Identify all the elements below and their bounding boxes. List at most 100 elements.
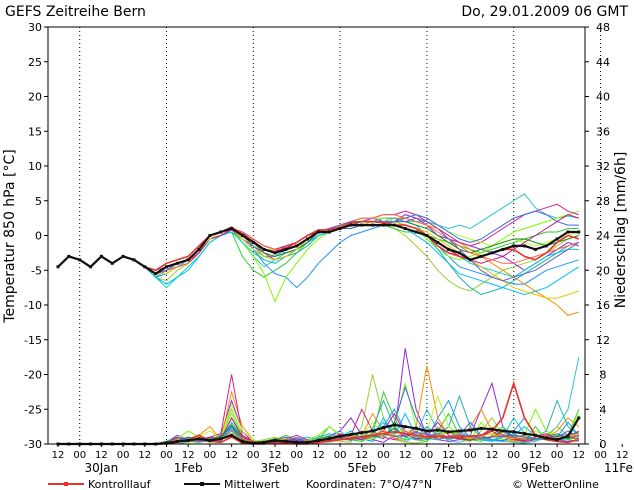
precip-mean-point	[175, 439, 179, 443]
temp-mean-point	[175, 261, 179, 265]
temp-member-line	[57, 214, 579, 275]
y2-tick-label: 16	[596, 299, 610, 312]
y-tick-label: 0	[35, 230, 42, 243]
x-date-label: 7Feb	[434, 461, 463, 475]
x-hour-label: 12	[486, 450, 499, 461]
x-date-label: 3Feb	[261, 461, 290, 475]
temp-mean-point	[208, 234, 212, 237]
x-hour-label: 12	[95, 450, 108, 461]
x-hour-label: 12	[616, 450, 629, 461]
legend: Kontrolllauf Mittelwert Koordinaten: 7°O…	[48, 478, 599, 490]
temp-mean-point	[273, 251, 277, 255]
y2-tick-label: 28	[596, 195, 610, 208]
y-axis-label-left: Temperatur 850 hPa [°C]	[2, 149, 18, 323]
y-tick-label: -25	[24, 403, 42, 416]
x-hour-label: 00	[421, 450, 434, 461]
x-hour-label: 12	[442, 450, 455, 461]
temp-mean-point	[327, 230, 331, 234]
temp-mean-point	[566, 230, 570, 234]
temp-mean-point	[110, 261, 114, 265]
precip-mean-point	[425, 429, 429, 433]
x-hour-label: 12	[355, 450, 368, 461]
temp-mean-point	[338, 227, 342, 231]
precip-mean-point	[512, 430, 516, 434]
x-hour-label: 00	[117, 450, 130, 461]
x-hour-label: 12	[138, 450, 151, 461]
temp-mean-point	[306, 237, 310, 241]
precip-mean-point	[479, 426, 483, 430]
precip-mean-point	[338, 434, 342, 438]
precip-mean-point	[349, 432, 353, 436]
precip-mean-point	[523, 432, 527, 436]
y2-tick-label: 4	[600, 403, 607, 416]
x-date-label: 9Feb	[521, 461, 550, 475]
temp-member-line	[57, 214, 579, 275]
precip-mean-point	[403, 425, 407, 429]
y2-tick-label: 48	[596, 21, 610, 34]
precip-mean-point	[186, 439, 190, 443]
x-hour-label: 12	[312, 450, 325, 461]
temp-mean-point	[371, 223, 375, 227]
temp-mean-point	[436, 240, 440, 244]
temp-mean-point	[544, 244, 548, 248]
precip-mean-point	[284, 439, 288, 443]
temp-mean-point	[360, 223, 364, 227]
axes-group: 302520151050-5-10-15-20-25-3048444036322…	[24, 21, 634, 475]
temp-mean-point	[295, 244, 299, 248]
x-hour-label: 00	[334, 450, 347, 461]
temp-mean-point	[392, 223, 396, 227]
temp-mean-point	[468, 258, 472, 262]
x-hour-label: 12	[572, 450, 585, 461]
precip-mean-point	[436, 428, 440, 432]
precip-mean-point	[371, 429, 375, 433]
x-hour-label: 12	[52, 450, 65, 461]
x-date-label: 30Jan	[85, 461, 119, 475]
precip-mean-point	[251, 441, 255, 445]
temp-mean-point	[251, 240, 255, 244]
temp-mean-point	[197, 247, 201, 251]
temp-mean-point	[425, 234, 429, 237]
temp-mean-point	[349, 223, 353, 227]
temp-mean-point	[447, 247, 451, 251]
precipitation-series-group	[56, 348, 581, 446]
y-tick-label: 5	[35, 195, 42, 208]
x-hour-label: 12	[269, 450, 282, 461]
y2-tick-label: 24	[596, 230, 610, 243]
temp-mean-point	[457, 251, 461, 255]
temp-mean-point	[230, 227, 234, 231]
precip-mean-point	[327, 437, 331, 441]
y-tick-label: -5	[31, 264, 42, 277]
plot-grid	[79, 27, 601, 444]
x-date-label: 11Feb	[604, 461, 634, 475]
y-tick-label: 15	[28, 125, 42, 138]
precip-mean-point	[208, 439, 212, 443]
temp-mean-point	[414, 230, 418, 234]
temp-mean-point	[555, 237, 559, 241]
temp-mean-point	[533, 247, 537, 251]
legend-mean-marker	[200, 482, 204, 486]
temperature-series-group	[56, 193, 581, 316]
y-tick-label: 25	[28, 56, 42, 69]
x-hour-label: 12	[225, 450, 238, 461]
temp-mean-point	[284, 247, 288, 251]
y-tick-label: -10	[24, 299, 42, 312]
y-tick-label: 30	[28, 21, 42, 34]
precip-mean-point	[316, 439, 320, 443]
precip-mean-point	[165, 441, 168, 445]
plot-frame	[47, 26, 586, 445]
temp-mean-point	[165, 265, 168, 269]
temp-mean-point	[262, 247, 266, 251]
temp-mean-point	[186, 258, 190, 262]
brand-credit: © WetterOnline	[512, 478, 599, 490]
x-hour-label: 00	[464, 450, 477, 461]
temp-mean-point	[240, 234, 244, 237]
y2-tick-label: 20	[596, 264, 610, 277]
precip-mean-point	[577, 416, 581, 420]
precip-mean-point	[501, 429, 505, 433]
precip-mean-point	[490, 427, 494, 431]
precip-mean-point	[219, 437, 223, 441]
precip-mean-point	[447, 430, 451, 434]
temp-mean-point	[382, 223, 385, 227]
temp-mean-point	[501, 247, 505, 251]
